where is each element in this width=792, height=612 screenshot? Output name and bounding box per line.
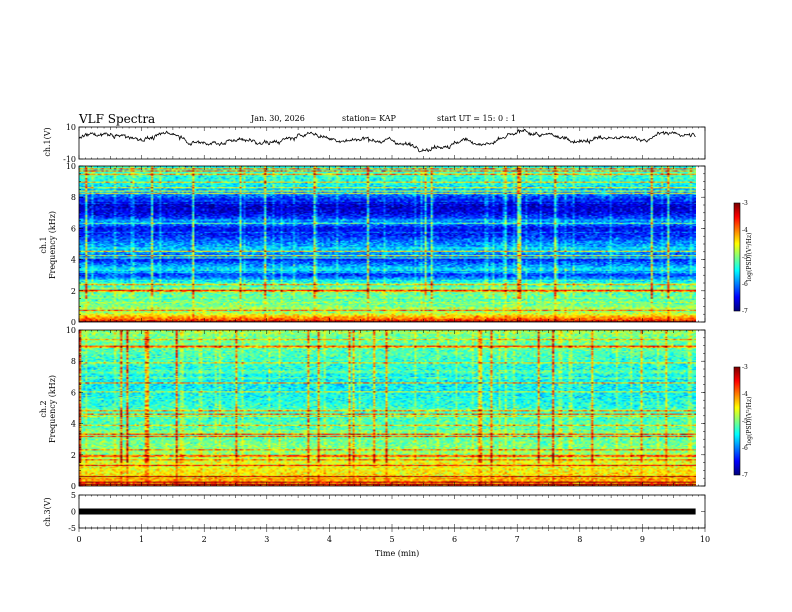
- ch2-spectrogram-ytick-label: 10: [66, 326, 76, 335]
- ch1-spectrogram-colorbar-tick: -7: [742, 308, 748, 315]
- ch1-spectrogram-ytick-label: 6: [71, 224, 76, 233]
- figure-title: VLF Spectra: [79, 112, 156, 126]
- ch2-spectrogram-ytick-label: 2: [71, 451, 76, 460]
- x-tick-label: 4: [327, 535, 332, 544]
- ch1-spectrogram-heatmap: [79, 166, 696, 322]
- ch2-spectrogram-colorbar-tick: -4: [742, 391, 748, 398]
- x-tick-label: 6: [452, 535, 457, 544]
- ch2-spectrogram-colorbar-frame: [733, 366, 741, 476]
- ch3-ylabel: ch.3(V): [43, 497, 52, 527]
- ch3-waveform-ytick-label: 0: [71, 508, 76, 517]
- x-tick-label: 1: [139, 535, 144, 544]
- ch1-spectrogram-ylabel: ch.1 Frequency (kHz): [39, 210, 57, 280]
- x-axis-label: Time (min): [375, 549, 420, 558]
- ch1-waveform-ytick-label: -10: [63, 155, 76, 164]
- ch3-waveform-trace: [79, 508, 696, 515]
- x-tick-label: 9: [640, 535, 645, 544]
- ch1-spectrogram-ytick-label: 8: [71, 193, 76, 202]
- ch1-spectrogram-ytick-label: 0: [71, 318, 76, 327]
- ch2-spectrogram-colorbar-tick: -6: [742, 445, 748, 452]
- header-station: station= KAP: [342, 114, 396, 123]
- header-date: Jan. 30, 2026: [251, 114, 305, 123]
- x-tick-label: 0: [76, 535, 81, 544]
- ch2-spectrogram-ylabel: ch.2 Frequency (kHz): [39, 374, 57, 444]
- ch1-colorbar-label: log(PSD)(V²/Hz): [746, 232, 753, 282]
- ch2-spectrogram-heatmap: [79, 330, 696, 486]
- ch2-spectrogram-colorbar-tick: -3: [742, 364, 748, 371]
- x-tick-label: 3: [264, 535, 269, 544]
- ch3-waveform-ytick-label: 5: [71, 491, 76, 500]
- ch1-spectrogram-ytick-label: 4: [71, 256, 76, 265]
- ch1-spectrogram-colorbar-tick: -6: [742, 281, 748, 288]
- x-tick-label: 8: [577, 535, 582, 544]
- ch2-spectrogram-colorbar-tick: -5: [742, 418, 748, 425]
- ch1-spectrogram-colorbar-tick: -5: [742, 254, 748, 261]
- ch2-spectrogram-ytick-label: 8: [71, 357, 76, 366]
- ch2-spectrogram-colorbar-tick: -7: [742, 472, 748, 479]
- ch3-waveform-ytick-label: -5: [68, 524, 76, 533]
- ch1-ylabel: ch.1(V): [43, 127, 52, 157]
- x-tick-label: 5: [389, 535, 394, 544]
- ch1-spectrogram-colorbar: [734, 203, 740, 311]
- ch2-spectrogram-ytick-label: 4: [71, 420, 76, 429]
- x-tick-label: 7: [515, 535, 520, 544]
- x-tick-label: 2: [202, 535, 207, 544]
- header-start-time: start UT = 15: 0 : 1: [437, 114, 516, 123]
- ch1-spectrogram-colorbar-tick: -3: [742, 200, 748, 207]
- ch2-spectrogram-ytick-label: 0: [71, 482, 76, 491]
- ch1-spectrogram-ytick-label: 2: [71, 287, 76, 296]
- x-tick-label: 10: [700, 535, 710, 544]
- ch2-spectrogram-ytick-label: 6: [71, 388, 76, 397]
- ch1-waveform-trace: [78, 128, 696, 153]
- ch1-waveform-ytick-label: 10: [66, 123, 76, 132]
- ch2-spectrogram-colorbar: [734, 367, 740, 475]
- ch2-colorbar-label: log(PSD)(V²/Hz): [746, 396, 753, 446]
- ch1-spectrogram-colorbar-tick: -4: [742, 227, 748, 234]
- ch1-spectrogram-ytick-label: 10: [66, 162, 76, 171]
- ch1-waveform-frame: [78, 126, 706, 160]
- ch1-spectrogram-colorbar-frame: [733, 202, 741, 312]
